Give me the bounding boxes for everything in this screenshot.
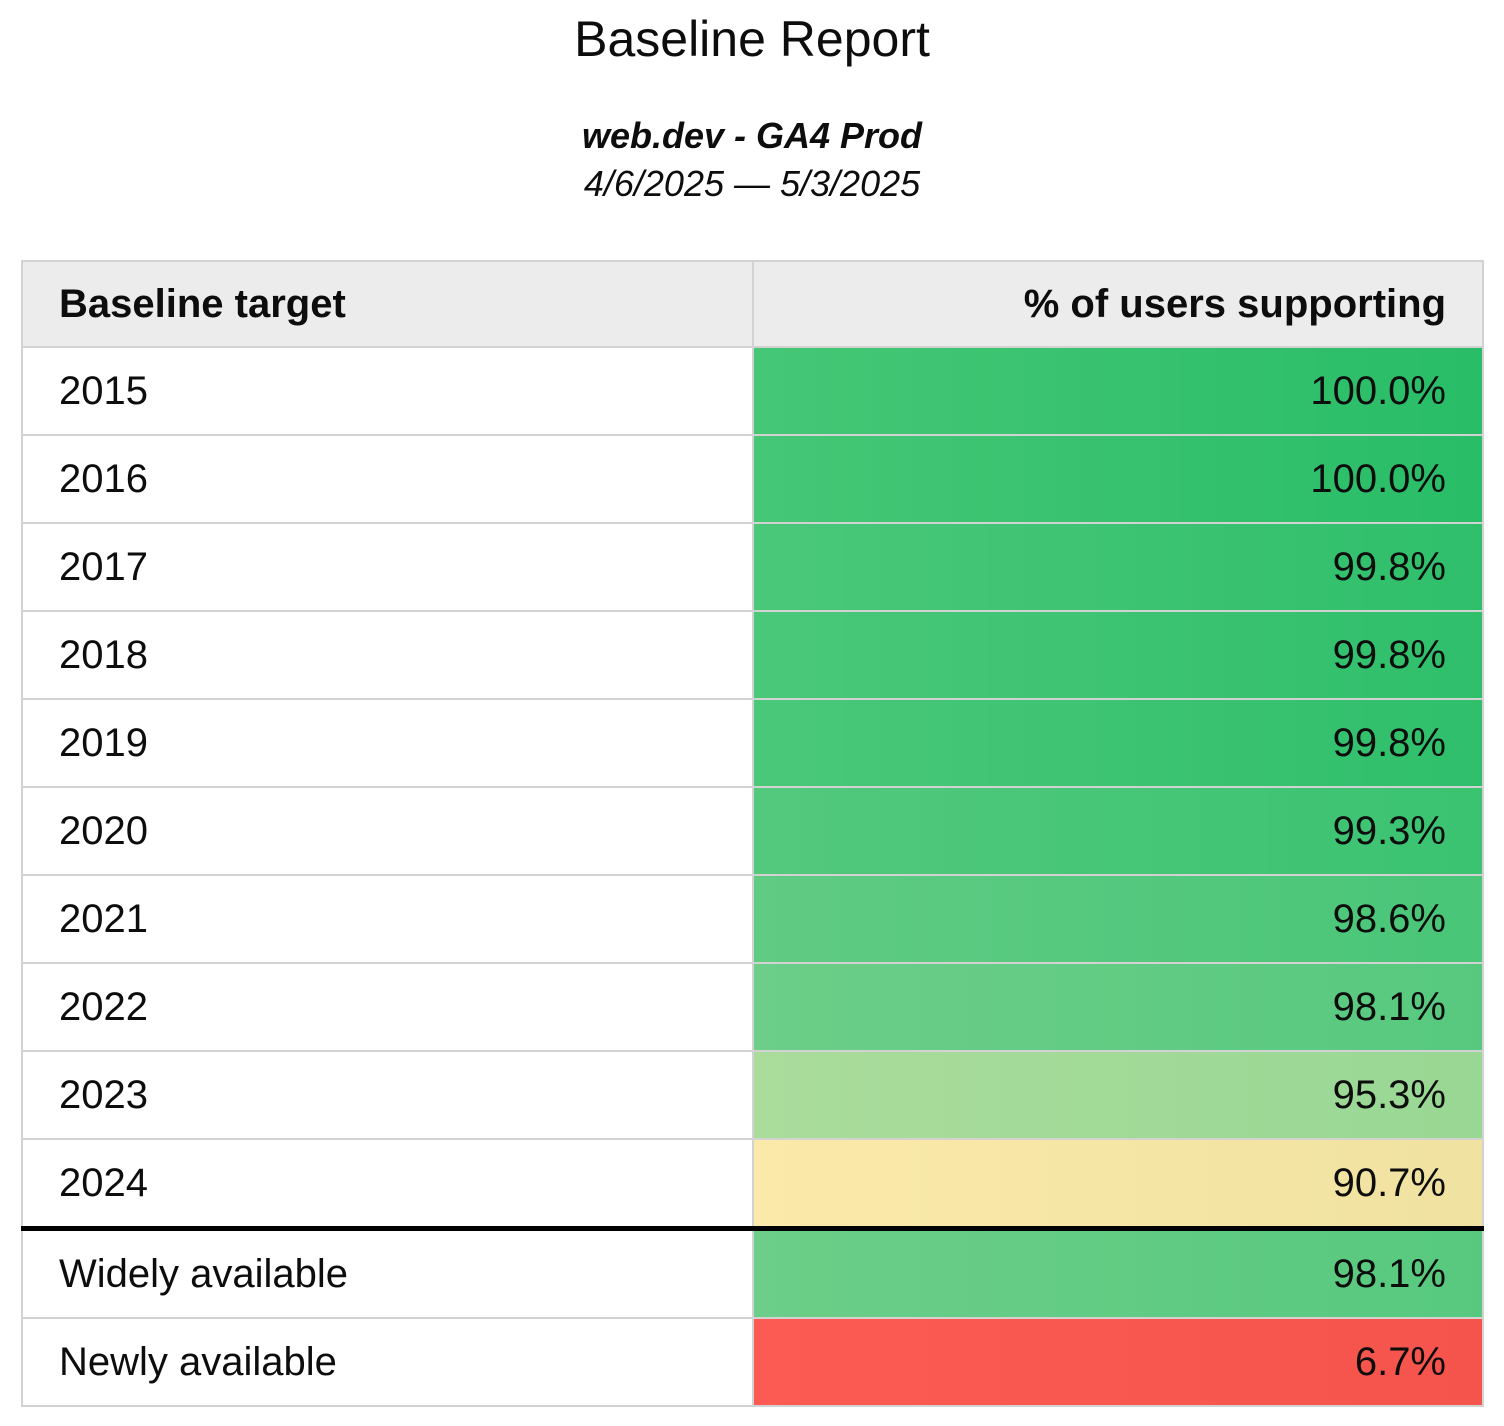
page-title: Baseline Report bbox=[574, 11, 930, 67]
table-row: 2024 90.7% bbox=[21, 1138, 1484, 1230]
table-row: 2023 95.3% bbox=[21, 1050, 1484, 1140]
support-percent-cell: 99.8% bbox=[751, 610, 1484, 700]
table-body: 2015 100.0% 2016 100.0% 2017 99.8% 2018 … bbox=[21, 346, 1484, 1407]
baseline-target-cell: 2017 bbox=[21, 522, 754, 612]
baseline-target-cell: 2018 bbox=[21, 610, 754, 700]
table-row: 2022 98.1% bbox=[21, 962, 1484, 1052]
table-row: 2018 99.8% bbox=[21, 610, 1484, 700]
support-percent-cell: 95.3% bbox=[751, 1050, 1484, 1140]
baseline-target-cell: 2020 bbox=[21, 786, 754, 876]
table-header: Baseline target % of users supporting bbox=[21, 260, 1484, 348]
table-row: 2021 98.6% bbox=[21, 874, 1484, 964]
support-percent-cell: 98.6% bbox=[751, 874, 1484, 964]
table-row: 2017 99.8% bbox=[21, 522, 1484, 612]
support-percent-cell: 98.1% bbox=[751, 962, 1484, 1052]
baseline-target-cell: 2023 bbox=[21, 1050, 754, 1140]
support-percent-cell: 99.8% bbox=[751, 522, 1484, 612]
baseline-target-cell: 2019 bbox=[21, 698, 754, 788]
support-percent-cell: 100.0% bbox=[751, 434, 1484, 524]
baseline-target-cell: Widely available bbox=[21, 1226, 754, 1319]
table-row: 2020 99.3% bbox=[21, 786, 1484, 876]
report-subtitle: web.dev - GA4 Prod bbox=[581, 115, 923, 156]
baseline-target-cell: 2022 bbox=[21, 962, 754, 1052]
table-row: 2016 100.0% bbox=[21, 434, 1484, 524]
support-percent-cell: 100.0% bbox=[751, 346, 1484, 436]
support-percent-cell: 99.3% bbox=[751, 786, 1484, 876]
table-row: Widely available 98.1% bbox=[21, 1226, 1484, 1319]
support-percent-cell: 99.8% bbox=[751, 698, 1484, 788]
baseline-target-cell: 2016 bbox=[21, 434, 754, 524]
table-header-row: Baseline target % of users supporting bbox=[21, 260, 1484, 348]
baseline-table: Baseline target % of users supporting 20… bbox=[21, 260, 1484, 1407]
baseline-target-cell: 2021 bbox=[21, 874, 754, 964]
baseline-target-cell: 2015 bbox=[21, 346, 754, 436]
report-date-range: 4/6/2025 — 5/3/2025 bbox=[583, 163, 921, 204]
table-row: 2019 99.8% bbox=[21, 698, 1484, 788]
baseline-target-cell: 2024 bbox=[21, 1138, 754, 1230]
support-percent-cell: 98.1% bbox=[751, 1226, 1484, 1319]
support-percent-cell: 6.7% bbox=[751, 1317, 1484, 1407]
table-row: 2015 100.0% bbox=[21, 346, 1484, 436]
column-header-percent-supporting: % of users supporting bbox=[751, 260, 1484, 348]
column-header-baseline-target: Baseline target bbox=[21, 260, 754, 348]
table-row: Newly available 6.7% bbox=[21, 1317, 1484, 1407]
baseline-target-cell: Newly available bbox=[21, 1317, 754, 1407]
support-percent-cell: 90.7% bbox=[751, 1138, 1484, 1230]
